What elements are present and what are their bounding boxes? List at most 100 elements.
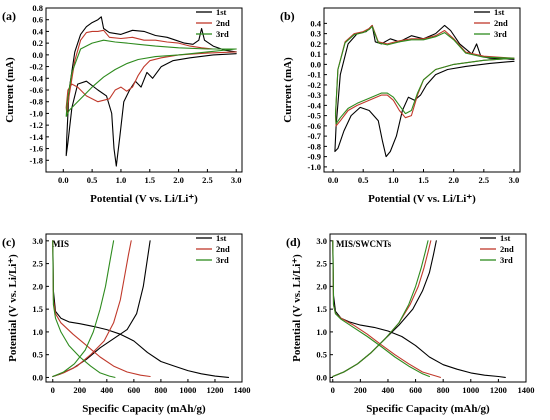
x-tick-label: 0.5 [87, 175, 98, 185]
y-tick-label: -0.8 [30, 97, 43, 107]
legend-entry: 1st [216, 7, 227, 17]
series-line-1st [332, 240, 506, 378]
series-line-2nd-branch [52, 240, 132, 378]
y-tick-label: 0.0 [316, 372, 327, 382]
x-tick-label: 2.5 [202, 175, 213, 185]
x-tick-label: 2.0 [448, 175, 459, 185]
y-tick-label: -1.6 [30, 144, 43, 154]
y-tick-label: 0.2 [310, 39, 321, 49]
y-tick-label: -1.2 [30, 120, 43, 130]
x-axis-title: Potential (V vs. Li/Li⁺) [368, 193, 476, 205]
x-tick-label: 800 [437, 385, 450, 395]
series-line-3rd [52, 240, 116, 378]
x-tick-label: 3.0 [509, 175, 520, 185]
y-tick-label: 0.2 [32, 38, 43, 48]
y-tick-label: -0.2 [308, 80, 321, 90]
x-tick-label: 1.5 [144, 175, 155, 185]
legend-entry: 1st [494, 7, 505, 17]
x-tick-label: 2.0 [173, 175, 184, 185]
x-tick-label: 200 [354, 385, 367, 395]
plot-frame [45, 7, 243, 173]
plot-frame [323, 7, 521, 173]
legend-entry: 2nd [494, 18, 508, 28]
y-tick-label: -0.6 [30, 85, 43, 95]
y-tick-label: 0.4 [310, 18, 321, 28]
series-line-3rd [65, 39, 237, 117]
panel-b: 0.0 0.5 1.0 1.5 2.0 2.5 3.00.40.30.20.10.0-0.1… [280, 7, 521, 205]
series-line-3rd [332, 240, 430, 378]
y-tick-label: 2.5 [32, 259, 43, 269]
y-tick-label: 0.0 [32, 372, 43, 382]
x-tick-label: 200 [73, 385, 86, 395]
series-line-1st [65, 16, 237, 167]
legend-entry: 2nd [216, 244, 230, 254]
legend-entry: 3rd [216, 29, 229, 39]
y-tick-label: -0.2 [30, 62, 43, 72]
y-tick-label: -0.6 [308, 121, 321, 131]
y-tick-label: 0.8 [32, 3, 43, 13]
series-line-2nd [334, 24, 515, 127]
y-tick-label: 0.1 [310, 49, 321, 59]
x-tick-label: 1400 [234, 385, 251, 395]
panel-c: 0 200 400 600 800 1000 1200 1400 0.0 0.5 1.0 1.5 2.0… [2, 233, 251, 415]
x-tick-label: 1000 [462, 385, 479, 395]
plot-frame [45, 233, 243, 383]
y-tick-label: 1.5 [32, 304, 43, 314]
x-tick-label: 0.5 [358, 175, 369, 185]
y-tick-label: 3.0 [316, 236, 327, 246]
y-tick-label: 1.0 [316, 327, 327, 337]
panel-label: (c) [2, 235, 15, 249]
series-line-2nd [332, 240, 441, 378]
x-tick-label: 0.0 [58, 175, 69, 185]
x-tick-label: 0 [331, 385, 335, 395]
y-tick-label: 0.5 [316, 350, 327, 360]
y-tick-label: 0.0 [32, 50, 43, 60]
x-tick-label: 2.5 [479, 175, 490, 185]
x-axis-title: Potential (V vs. Li/Li⁺) [90, 193, 198, 205]
series-line-3rd-branch [332, 240, 429, 378]
legend-entry: 2nd [500, 244, 514, 254]
panel-label: (b) [280, 9, 295, 23]
y-tick-label: 0.4 [32, 26, 43, 36]
x-tick-label: 1.5 [418, 175, 429, 185]
y-tick-label: 2.0 [32, 281, 43, 291]
y-tick-label: 3.0 [32, 236, 43, 246]
series-line-1st-branch [52, 240, 151, 378]
panel-d: 0 200 400 600 800 1000 1200 1400 0.0 0.5 1.0 1.5 2.0… [286, 233, 535, 415]
y-tick-label: -0.4 [308, 100, 322, 110]
x-tick-label: 1000 [179, 385, 196, 395]
legend-entry: 2nd [216, 18, 230, 28]
x-tick-label: 600 [409, 385, 422, 395]
y-tick-label: -1.0 [308, 162, 321, 172]
legend-entry: 3rd [500, 255, 513, 265]
y-tick-label: -0.7 [308, 131, 322, 141]
y-tick-label: -1.4 [30, 132, 44, 142]
y-tick-label: -0.3 [308, 90, 321, 100]
y-tick-label: 2.0 [316, 281, 327, 291]
series-line-2nd-branch [332, 240, 432, 378]
series-line-2nd [52, 240, 151, 378]
y-tick-label: 0.0 [310, 59, 321, 69]
series-line-1st-branch [332, 240, 437, 378]
x-tick-label: 0 [51, 385, 55, 395]
legend-entry: 3rd [216, 255, 229, 265]
y-tick-label: 0.6 [32, 15, 43, 25]
y-axis-title: Current (mA) [4, 57, 16, 123]
legend-entry: 3rd [494, 29, 507, 39]
x-tick-label: 1200 [490, 385, 507, 395]
x-tick-label: 1.0 [388, 175, 399, 185]
x-axis-title: Specific Capacity (mAh/g) [82, 403, 206, 415]
y-axis-title: Current (mA) [282, 57, 294, 123]
sample-label: MIS [52, 239, 69, 249]
x-tick-label: 800 [155, 385, 168, 395]
x-tick-label: 600 [127, 385, 140, 395]
x-tick-label: 1.0 [116, 175, 127, 185]
series-line-3rd-branch [52, 240, 115, 378]
sample-label: MIS/SWCNTs [336, 239, 392, 249]
y-tick-label: 2.5 [316, 259, 327, 269]
series-line-1st [334, 24, 515, 158]
y-tick-label: -0.5 [308, 111, 321, 121]
